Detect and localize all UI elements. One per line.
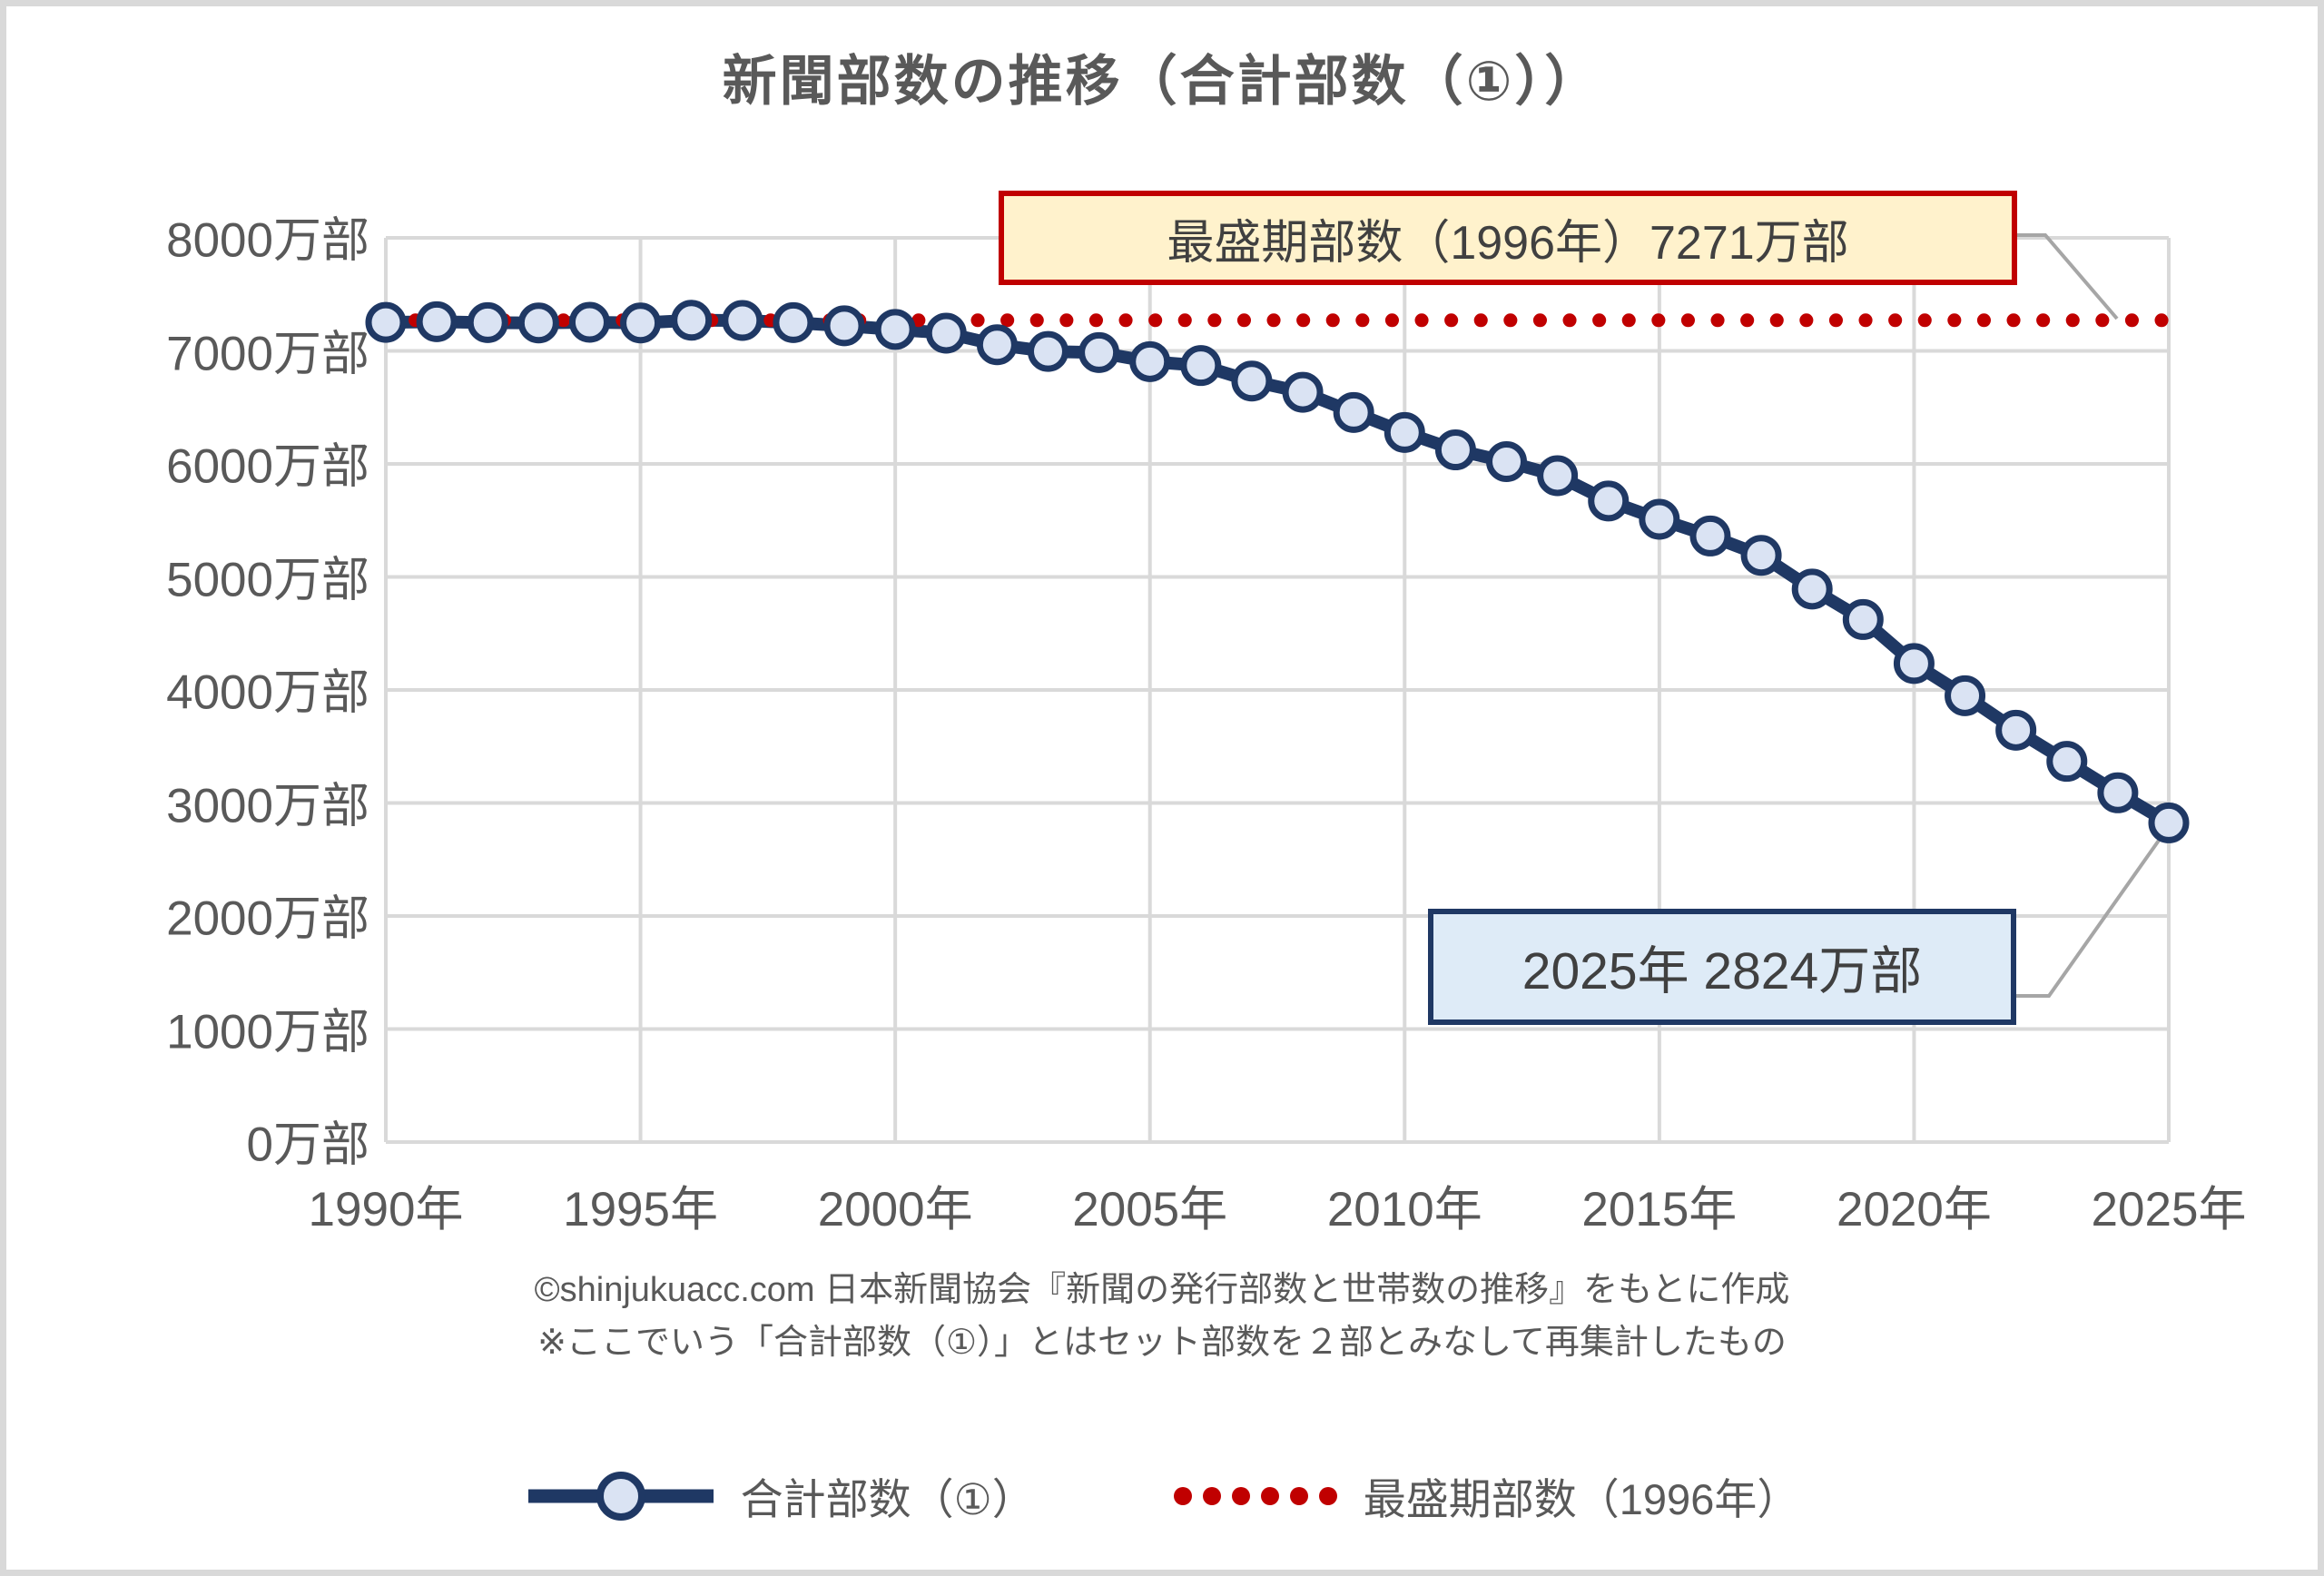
line-chart-canvas [365,233,2190,1144]
data-point-marker [2148,802,2190,843]
y-axis-tick-label: 2000万部 [166,891,369,946]
data-point-marker [1027,330,1068,372]
x-axis-tick-label: 2000年 [817,1183,973,1236]
data-point-marker [1231,360,1273,402]
legend-series-label: 合計部数（①） [740,1475,1035,1523]
data-point-marker [416,300,458,342]
y-axis-tick-label: 7000万部 [166,326,369,380]
data-point-marker [925,312,967,354]
data-point-marker [2046,741,2088,783]
y-axis-tick-label: 8000万部 [166,213,369,268]
y-axis-tick-label: 1000万部 [166,1004,369,1059]
data-point-marker [1791,568,1833,610]
data-point-marker [1842,598,1884,640]
data-point-marker [1486,441,1528,483]
legend-item-peak: 最盛期部数（1996年） [1171,1464,1800,1527]
data-point-marker [1537,455,1579,497]
peak-callout-leader-line [2015,233,2119,320]
y-axis-tick-label: 5000万部 [166,552,369,606]
peak-annotation-text: 最盛期部数（1996年）7271万部 [1167,216,1849,270]
data-point-marker [1740,535,1782,576]
data-point-marker [976,324,1018,366]
x-axis-tick-label: 2010年 [1326,1183,1482,1236]
data-point-marker [773,301,814,343]
legend-item-series: 合計部数（①） [525,1464,1035,1527]
legend: 合計部数（①） 最盛期部数（1996年） [6,1464,2318,1527]
y-axis-tick-label: 4000万部 [166,665,369,720]
data-point-marker [1434,429,1476,471]
data-point-marker [365,301,407,343]
data-point-marker [1180,345,1222,387]
line-with-circle-marker-icon [527,1471,714,1521]
y-axis-tick-label: 6000万部 [166,439,369,494]
data-point-marker [823,305,865,347]
data-point-marker [1995,709,2037,751]
y-axis-tick-label: 0万部 [246,1118,369,1172]
legend-peak-label: 最盛期部数（1996年） [1363,1475,1800,1523]
latest-annotation-text: 2025年 2824万部 [1521,942,1923,1000]
latest-annotation-box: 2025年 2824万部 [1428,909,2016,1025]
data-point-marker [1945,675,1986,716]
x-axis-tick-label: 1990年 [308,1183,464,1236]
x-axis-tick-label: 2020年 [1836,1183,1992,1236]
data-point-marker [722,300,763,341]
data-point-marker [1689,515,1731,557]
x-axis-tick-label: 1995年 [563,1183,719,1236]
y-axis-tick-label: 3000万部 [166,778,369,832]
data-point-marker [1639,498,1680,540]
peak-annotation-box: 最盛期部数（1996年）7271万部 [999,191,2017,285]
data-point-marker [620,302,662,344]
red-dotted-line-icon [1173,1486,1337,1505]
data-point-marker [671,300,713,341]
data-point-marker [1384,411,1425,453]
data-point-marker [1129,340,1171,382]
data-point-marker [1282,371,1324,413]
page-title: 新聞部数の推移（合計部数（①）） [722,51,1602,112]
latest-callout-leader-line [2015,827,2169,998]
x-axis-tick-label: 2025年 [2091,1183,2247,1236]
data-point-marker [1588,480,1630,522]
total-circulation-line [385,313,2172,829]
data-point-marker [568,301,610,343]
data-point-marker [1333,391,1374,433]
data-point-marker [1078,331,1120,373]
data-point-marker [874,309,916,350]
data-point-marker [1893,643,1935,685]
x-axis-tick-label: 2005年 [1072,1183,1228,1236]
data-point-marker [467,301,508,343]
data-point-marker [517,302,559,344]
x-axis-tick-label: 2015年 [1581,1183,1738,1236]
data-point-marker [2097,772,2139,813]
source-credit-line: ©shinjukuacc.com 日本新聞協会『新聞の発行部数と世帯数の推移』を… [534,1271,1790,1309]
source-note-line: ※ここでいう「合計部数（①）」とはセット部数を２部とみなして再集計したもの [537,1324,1787,1362]
